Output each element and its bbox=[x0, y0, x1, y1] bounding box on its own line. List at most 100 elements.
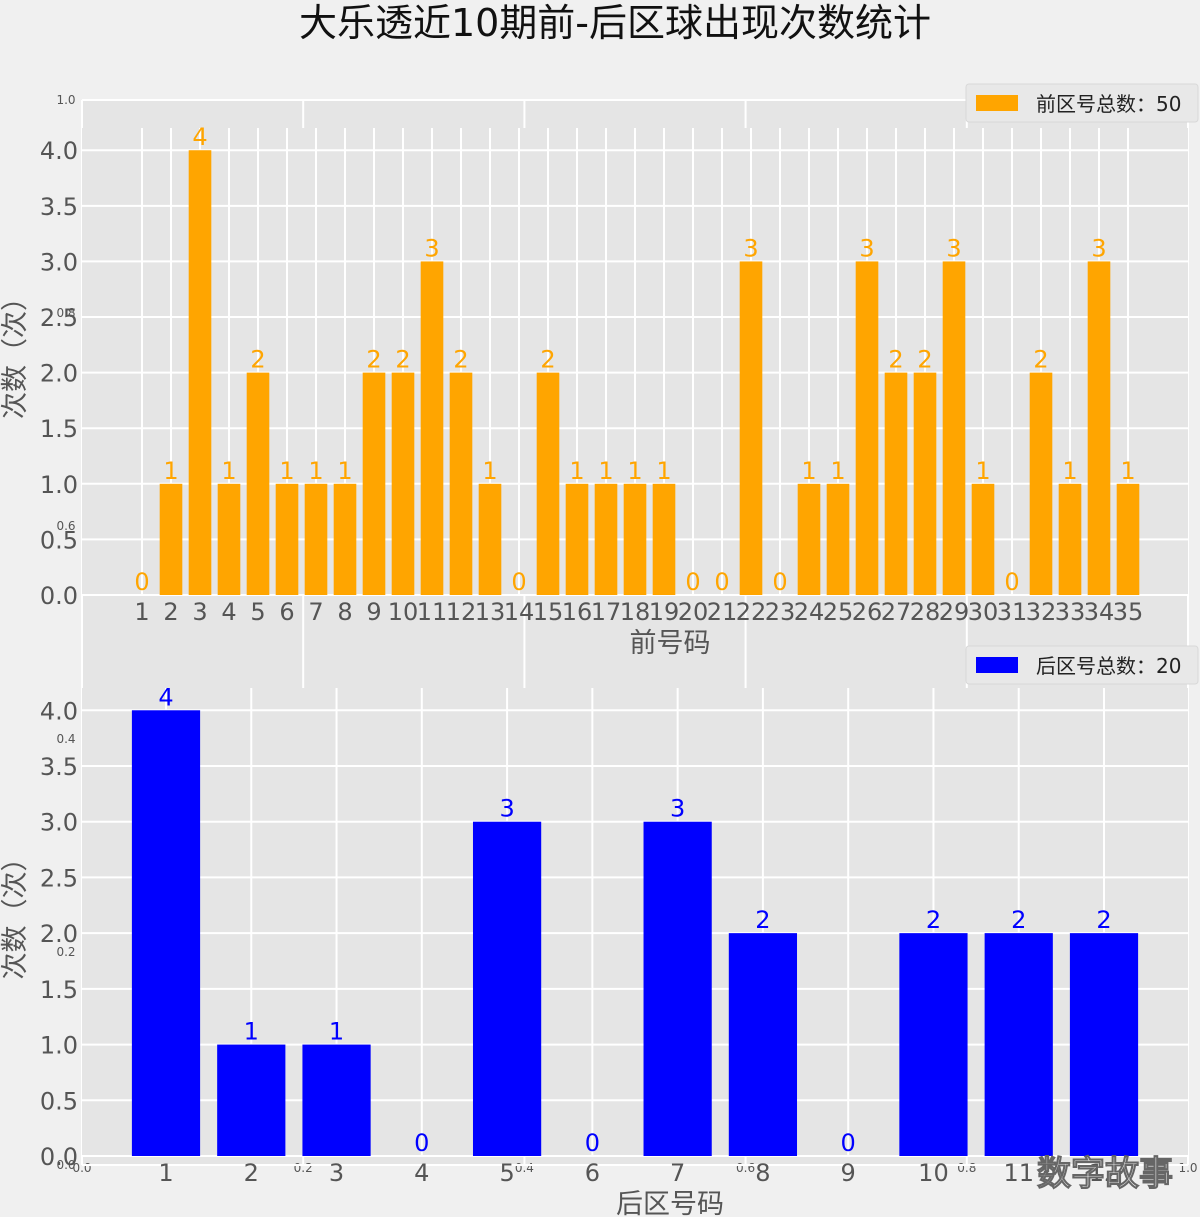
bar-value-label: 3 bbox=[670, 795, 685, 823]
y-tick-label: 1.5 bbox=[40, 976, 78, 1004]
bar bbox=[728, 933, 798, 1156]
x-tick-label: 30 bbox=[968, 598, 999, 626]
bar-value-label: 1 bbox=[598, 457, 613, 485]
x-tick-label: 8 bbox=[337, 598, 352, 626]
bar-value-label: 2 bbox=[366, 346, 381, 374]
x-tick-label: 20 bbox=[678, 598, 709, 626]
bar-value-label: 1 bbox=[221, 457, 236, 485]
x-tick-label: 34 bbox=[1084, 598, 1115, 626]
x-tick-label: 9 bbox=[366, 598, 381, 626]
x-tick-label: 35 bbox=[1113, 598, 1144, 626]
y-tick-label: 4.0 bbox=[40, 697, 78, 725]
x-tick-label: 10 bbox=[918, 1159, 949, 1187]
background-y-tick: 0.2 bbox=[56, 945, 75, 959]
bar-value-label: 2 bbox=[755, 906, 770, 934]
bar bbox=[942, 261, 966, 595]
bar-value-label: 2 bbox=[1033, 346, 1048, 374]
x-tick-label: 6 bbox=[279, 598, 294, 626]
x-tick-label: 3 bbox=[329, 1159, 344, 1187]
y-axis-label: 次数（次） bbox=[0, 845, 31, 980]
x-tick-label: 24 bbox=[794, 598, 825, 626]
bar-value-label: 3 bbox=[1091, 234, 1106, 262]
bar bbox=[913, 372, 937, 595]
bar bbox=[826, 483, 850, 595]
x-tick-label: 18 bbox=[620, 598, 651, 626]
x-tick-label: 6 bbox=[585, 1159, 600, 1187]
x-tick-label: 33 bbox=[1055, 598, 1086, 626]
bar bbox=[971, 483, 995, 595]
y-tick-label: 0.0 bbox=[40, 1143, 78, 1171]
bar-value-label: 1 bbox=[1062, 457, 1077, 485]
bar-value-label: 1 bbox=[337, 457, 352, 485]
bar-value-label: 1 bbox=[244, 1018, 259, 1046]
x-tick-label: 19 bbox=[649, 598, 680, 626]
bar bbox=[217, 483, 241, 595]
y-tick-label: 0.5 bbox=[40, 526, 78, 554]
y-tick-label: 2.5 bbox=[40, 864, 78, 892]
x-tick-label: 16 bbox=[562, 598, 593, 626]
x-tick-label: 2 bbox=[163, 598, 178, 626]
y-tick-label: 3.5 bbox=[40, 193, 78, 221]
bar-value-label: 3 bbox=[859, 234, 874, 262]
bar bbox=[246, 372, 270, 595]
y-tick-label: 1.0 bbox=[40, 1032, 78, 1060]
x-tick-label: 5 bbox=[250, 598, 265, 626]
y-tick-label: 1.0 bbox=[40, 471, 78, 499]
bar-value-label: 1 bbox=[830, 457, 845, 485]
bar bbox=[623, 483, 647, 595]
bar-value-label: 0 bbox=[685, 568, 700, 596]
bar-value-label: 1 bbox=[308, 457, 323, 485]
bar-value-label: 1 bbox=[569, 457, 584, 485]
x-tick-label: 8 bbox=[755, 1159, 770, 1187]
y-tick-label: 3.0 bbox=[40, 809, 78, 837]
bar-value-label: 2 bbox=[540, 346, 555, 374]
bar bbox=[855, 261, 879, 595]
bar bbox=[420, 261, 444, 595]
bar-value-label: 2 bbox=[888, 346, 903, 374]
bar bbox=[333, 483, 357, 595]
bar bbox=[594, 483, 618, 595]
x-tick-label: 11 bbox=[417, 598, 448, 626]
x-tick-label: 4 bbox=[414, 1159, 429, 1187]
bar bbox=[565, 483, 589, 595]
bar bbox=[131, 710, 201, 1156]
bar-value-label: 2 bbox=[917, 346, 932, 374]
background-y-tick: 0.6 bbox=[56, 519, 75, 533]
bar bbox=[652, 483, 676, 595]
bar bbox=[884, 372, 908, 595]
bar bbox=[275, 483, 299, 595]
x-axis-label: 前号码 bbox=[630, 628, 711, 659]
watermark-text: 数字故事 bbox=[1037, 1154, 1173, 1194]
legend: 前区号总数：50 bbox=[965, 83, 1199, 123]
x-tick-label: 13 bbox=[475, 598, 506, 626]
bar-value-label: 1 bbox=[163, 457, 178, 485]
bar-value-label: 2 bbox=[926, 906, 941, 934]
bar bbox=[391, 372, 415, 595]
background-y-tick: 0.4 bbox=[56, 732, 75, 746]
bar-value-label: 0 bbox=[511, 568, 526, 596]
background-y-tick: 0.8 bbox=[56, 306, 75, 320]
bar bbox=[797, 483, 821, 595]
x-tick-label: 10 bbox=[388, 598, 419, 626]
bar bbox=[159, 483, 183, 595]
x-tick-label: 7 bbox=[308, 598, 323, 626]
bar bbox=[1069, 933, 1139, 1156]
bar-value-label: 1 bbox=[627, 457, 642, 485]
x-tick-label: 9 bbox=[841, 1159, 856, 1187]
y-tick-label: 1.5 bbox=[40, 415, 78, 443]
bar-value-label: 0 bbox=[414, 1129, 429, 1157]
x-tick-label: 28 bbox=[910, 598, 941, 626]
front-zone-chart: 0.00.51.01.52.02.53.03.54.00112431425161… bbox=[0, 83, 1199, 659]
bar bbox=[217, 1044, 286, 1156]
x-tick-label: 7 bbox=[670, 1159, 685, 1187]
y-axis-label: 次数（次） bbox=[0, 284, 31, 419]
bar-value-label: 1 bbox=[329, 1018, 344, 1046]
bar bbox=[643, 821, 712, 1156]
bar-value-label: 2 bbox=[1011, 906, 1026, 934]
legend-box bbox=[965, 83, 1199, 123]
x-tick-label: 12 bbox=[446, 598, 477, 626]
bar bbox=[739, 261, 763, 595]
bar-value-label: 0 bbox=[841, 1129, 856, 1157]
legend-label: 后区号总数：20 bbox=[1036, 654, 1181, 678]
bar-value-label: 1 bbox=[279, 457, 294, 485]
